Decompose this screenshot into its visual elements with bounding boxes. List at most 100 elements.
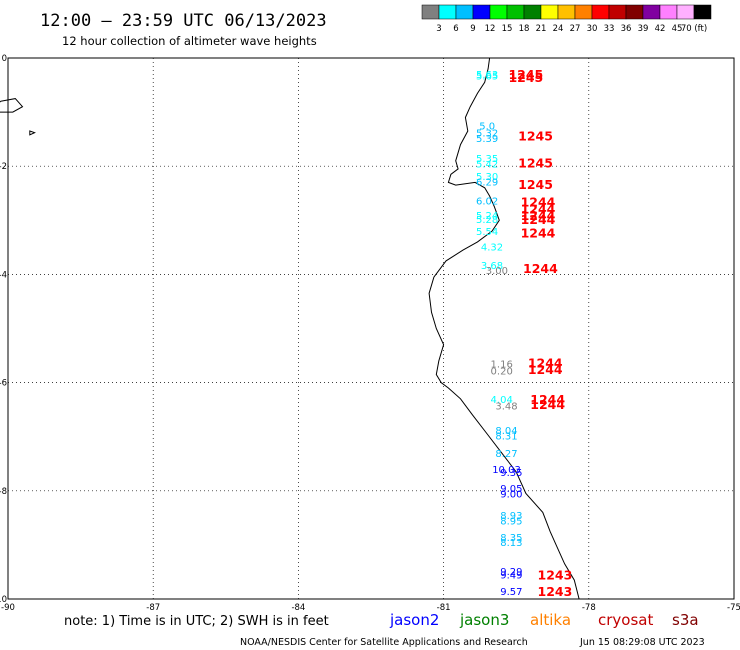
colorbar-swatch [642, 4, 661, 20]
wave-height-label: 8.31 [495, 432, 517, 443]
x-tick-label: -81 [437, 603, 451, 613]
pass-time-label: 1243 [538, 568, 573, 583]
wave-height-label: 8.04 [495, 426, 517, 437]
pass-time-label: 1245 [518, 177, 553, 192]
x-tick-label: -84 [291, 603, 305, 613]
axis-ticks: -90 -87 -84 -81 -78 -75 0 -2 -4 -6 -8 -10 [0, 54, 740, 613]
wave-height-label: 5.30 [476, 172, 498, 183]
wave-height-label: 8.35 [500, 533, 522, 544]
colorbar-label: 3 [436, 24, 441, 34]
colorbar-swatch [625, 4, 644, 20]
pass-time-label: 1245 [508, 70, 543, 85]
pass-time-label: 1244 [528, 362, 563, 377]
colorbar-swatch [523, 4, 542, 20]
colorbar-label: 36 [621, 24, 632, 34]
wave-height-label: 5.24 [476, 211, 498, 222]
pass-time-labels: 1245124512451245124512441244124412441244… [508, 67, 572, 599]
wave-height-label: 6.02 [476, 196, 498, 207]
wave-height-label: 8.13 [500, 538, 522, 549]
wave-height-label: 8.27 [495, 449, 517, 460]
x-tick-label: -78 [582, 603, 596, 613]
satellite-cryosat: cryosat [598, 611, 653, 629]
wave-height-label: 3.00 [486, 266, 508, 277]
y-tick-label: -2 [0, 162, 7, 172]
pass-time-label: 1244 [528, 356, 563, 371]
wave-height-label: 8.93 [500, 511, 522, 522]
wave-height-label: 3.68 [481, 261, 503, 272]
pass-time-label: 1244 [523, 261, 558, 276]
y-tick-label: -10 [0, 595, 7, 605]
pass-time-label: 1245 [518, 128, 553, 143]
wave-height-label: 3.48 [495, 401, 517, 412]
pass-time-label: 1244 [521, 226, 556, 241]
grid-lines [8, 58, 734, 599]
colorbar-swatch [557, 4, 576, 20]
colorbar-label: 21 [536, 24, 547, 34]
wave-height-label: 4.04 [491, 395, 513, 406]
wave-height-label: 4.32 [481, 242, 503, 253]
colorbar-swatch [676, 4, 695, 20]
pass-time-label: 1244 [521, 208, 556, 223]
credit-line: NOAA/NESDIS Center for Satellite Applica… [240, 637, 528, 648]
wave-height-label: 5.32 [476, 129, 498, 140]
colorbar-swatch [455, 4, 474, 20]
colorbar-label: 70 (ft) [681, 24, 707, 34]
colorbar-swatch [438, 4, 457, 20]
wave-height-label: 6.29 [476, 177, 498, 188]
colorbar-swatch [659, 4, 678, 20]
wave-height-label: 9.00 [500, 490, 522, 501]
satellite-legend: jason2 jason3 altika cryosat s3a [389, 611, 699, 629]
y-tick-label: -4 [0, 270, 7, 280]
wave-height-label: 10.03 [492, 465, 521, 476]
chart-title: 12:00 – 23:59 UTC 06/13/2023 [40, 11, 327, 31]
colorbar-label: 15 [502, 24, 513, 34]
wave-height-label: 1.16 [491, 360, 513, 371]
pass-time-label: 1245 [518, 155, 553, 170]
chart-subtitle: 12 hour collection of altimeter wave hei… [62, 34, 317, 48]
wave-height-label: 9.29 [500, 567, 522, 578]
pass-time-label: 1244 [530, 392, 565, 407]
land-features [0, 57, 580, 600]
wave-height-label: 8.95 [500, 517, 522, 528]
satellite-jason3: jason3 [459, 611, 509, 629]
colorbar-swatch [574, 4, 593, 20]
y-tick-label: 0 [2, 54, 7, 64]
wave-height-values: 5.635.65 5.05.325.39 5.355.42 5.306.29 6.02 5… [476, 70, 522, 598]
wave-height-label: 5.35 [476, 154, 498, 165]
pass-time-label: 1244 [521, 194, 556, 209]
colorbar-label: 9 [470, 24, 475, 34]
colorbar-swatch [540, 4, 559, 20]
satellite-jason2: jason2 [389, 611, 439, 629]
pass-time-label: 1245 [508, 67, 543, 82]
wave-height-label: 9.35 [500, 468, 522, 479]
colorbar-label: 12 [485, 24, 496, 34]
galapagos-island [0, 98, 24, 113]
colorbar-label: 30 [587, 24, 598, 34]
wave-height-label: 9.05 [500, 484, 522, 495]
colorbar-swatch [608, 4, 627, 20]
generation-timestamp: Jun 15 08:29:08 UTC 2023 [579, 637, 705, 648]
colorbar-label: 33 [604, 24, 615, 34]
colorbar-label: 39 [638, 24, 649, 34]
colorbar-label: 27 [570, 24, 581, 34]
colorbar-label: 42 [655, 24, 666, 34]
wave-height-label: 0.20 [491, 367, 513, 378]
wave-height-label: 9.57 [500, 587, 522, 598]
colorbar-label: 18 [519, 24, 530, 34]
x-tick-label: -90 [1, 603, 15, 613]
wave-height-label: 5.42 [476, 159, 498, 170]
y-tick-label: -6 [0, 379, 7, 389]
wave-height-label: 5.0 [479, 122, 495, 133]
wave-height-label: 5.54 [476, 227, 498, 238]
colorbar-label: 24 [553, 24, 564, 34]
satellite-s3a: s3a [672, 611, 699, 629]
colorbar-label: 45 [672, 24, 683, 34]
wave-height-label: 9.49 [500, 571, 522, 582]
plot-frame [7, 57, 735, 600]
pass-time-label: 1244 [521, 201, 556, 216]
pass-time-label: 1243 [538, 584, 573, 599]
colorbar-swatch [472, 4, 491, 20]
wave-height-label: 5.63 [476, 70, 498, 81]
